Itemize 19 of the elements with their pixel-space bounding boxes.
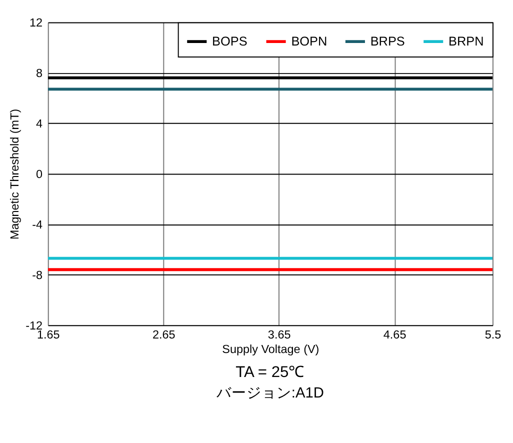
y-axis-title: Magnetic Threshold (mT) (8, 108, 22, 240)
y-tick-label: 12 (29, 16, 43, 30)
y-tick-label: -8 (32, 269, 43, 282)
legend-label: BRPN (448, 34, 484, 48)
text: バージョン:A1D (215, 385, 324, 402)
x-tick-label: 4.65 (383, 328, 407, 342)
y-tick-label: -4 (32, 218, 43, 232)
x-tick-label: 3.65 (268, 328, 292, 342)
legend-label: BRPS (370, 34, 405, 48)
x-tick-label: 1.65 (36, 328, 60, 342)
legend-label: BOPS (212, 34, 248, 48)
x-tick-label: 2.65 (152, 328, 176, 342)
y-tick-label: 4 (36, 118, 43, 131)
y-tick-label: 8 (36, 67, 43, 80)
x-axis-title: Supply Voltage (V) (222, 343, 320, 356)
x-tick-label: 5.5 (484, 328, 502, 342)
legend-label: BOPN (291, 34, 328, 48)
y-tick-label: 0 (36, 168, 43, 182)
text: TA = 25℃ (236, 364, 305, 381)
